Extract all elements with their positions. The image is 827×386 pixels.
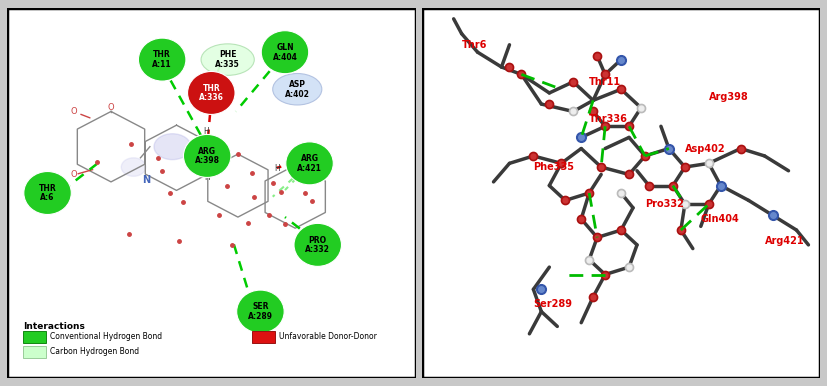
Bar <box>23 346 45 358</box>
Text: GLN
A:404: GLN A:404 <box>273 43 298 61</box>
Text: Gln404: Gln404 <box>700 214 739 224</box>
Ellipse shape <box>189 152 218 174</box>
Text: O: O <box>108 103 114 112</box>
Text: THR
A:336: THR A:336 <box>198 84 224 102</box>
Text: Phe335: Phe335 <box>533 162 575 172</box>
Text: H: H <box>274 164 280 173</box>
Text: Arg398: Arg398 <box>709 91 748 102</box>
Circle shape <box>24 171 71 215</box>
Text: Thr6: Thr6 <box>461 40 487 50</box>
Text: THR
A:11: THR A:11 <box>152 50 172 69</box>
Text: Pro332: Pro332 <box>645 199 684 209</box>
Text: Thr336: Thr336 <box>589 114 628 124</box>
Text: Unfavorable Donor-Donor: Unfavorable Donor-Donor <box>279 332 377 341</box>
Circle shape <box>237 290 284 333</box>
Text: SER
A:289: SER A:289 <box>248 302 273 321</box>
Text: Thr11: Thr11 <box>589 77 621 87</box>
Text: H: H <box>203 127 209 136</box>
Text: PHE
A:335: PHE A:335 <box>215 50 240 69</box>
Text: Carbon Hydrogen Bond: Carbon Hydrogen Bond <box>50 347 139 356</box>
Text: N: N <box>141 175 150 185</box>
Bar <box>23 331 45 343</box>
Bar <box>252 331 275 343</box>
Circle shape <box>286 142 333 185</box>
Text: O: O <box>70 107 77 116</box>
Circle shape <box>188 71 235 114</box>
Circle shape <box>294 223 342 266</box>
Ellipse shape <box>154 134 191 160</box>
Text: Asp402: Asp402 <box>685 144 725 154</box>
Circle shape <box>138 38 186 81</box>
Ellipse shape <box>273 73 322 105</box>
Text: Conventional Hydrogen Bond: Conventional Hydrogen Bond <box>50 332 162 341</box>
Text: THR
A:6: THR A:6 <box>39 184 56 202</box>
Ellipse shape <box>201 44 254 75</box>
Text: ARG
A:421: ARG A:421 <box>297 154 322 173</box>
Text: ASP
A:402: ASP A:402 <box>284 80 309 98</box>
Text: Arg421: Arg421 <box>765 236 804 246</box>
Circle shape <box>261 31 308 74</box>
Text: Ser289: Ser289 <box>533 299 572 309</box>
Text: Interactions: Interactions <box>23 322 85 331</box>
Text: PRO
A:332: PRO A:332 <box>305 235 330 254</box>
Text: ARG
A:398: ARG A:398 <box>194 147 220 165</box>
Text: H: H <box>204 173 210 182</box>
Circle shape <box>184 134 231 178</box>
Ellipse shape <box>122 158 146 176</box>
Text: O: O <box>70 170 77 179</box>
